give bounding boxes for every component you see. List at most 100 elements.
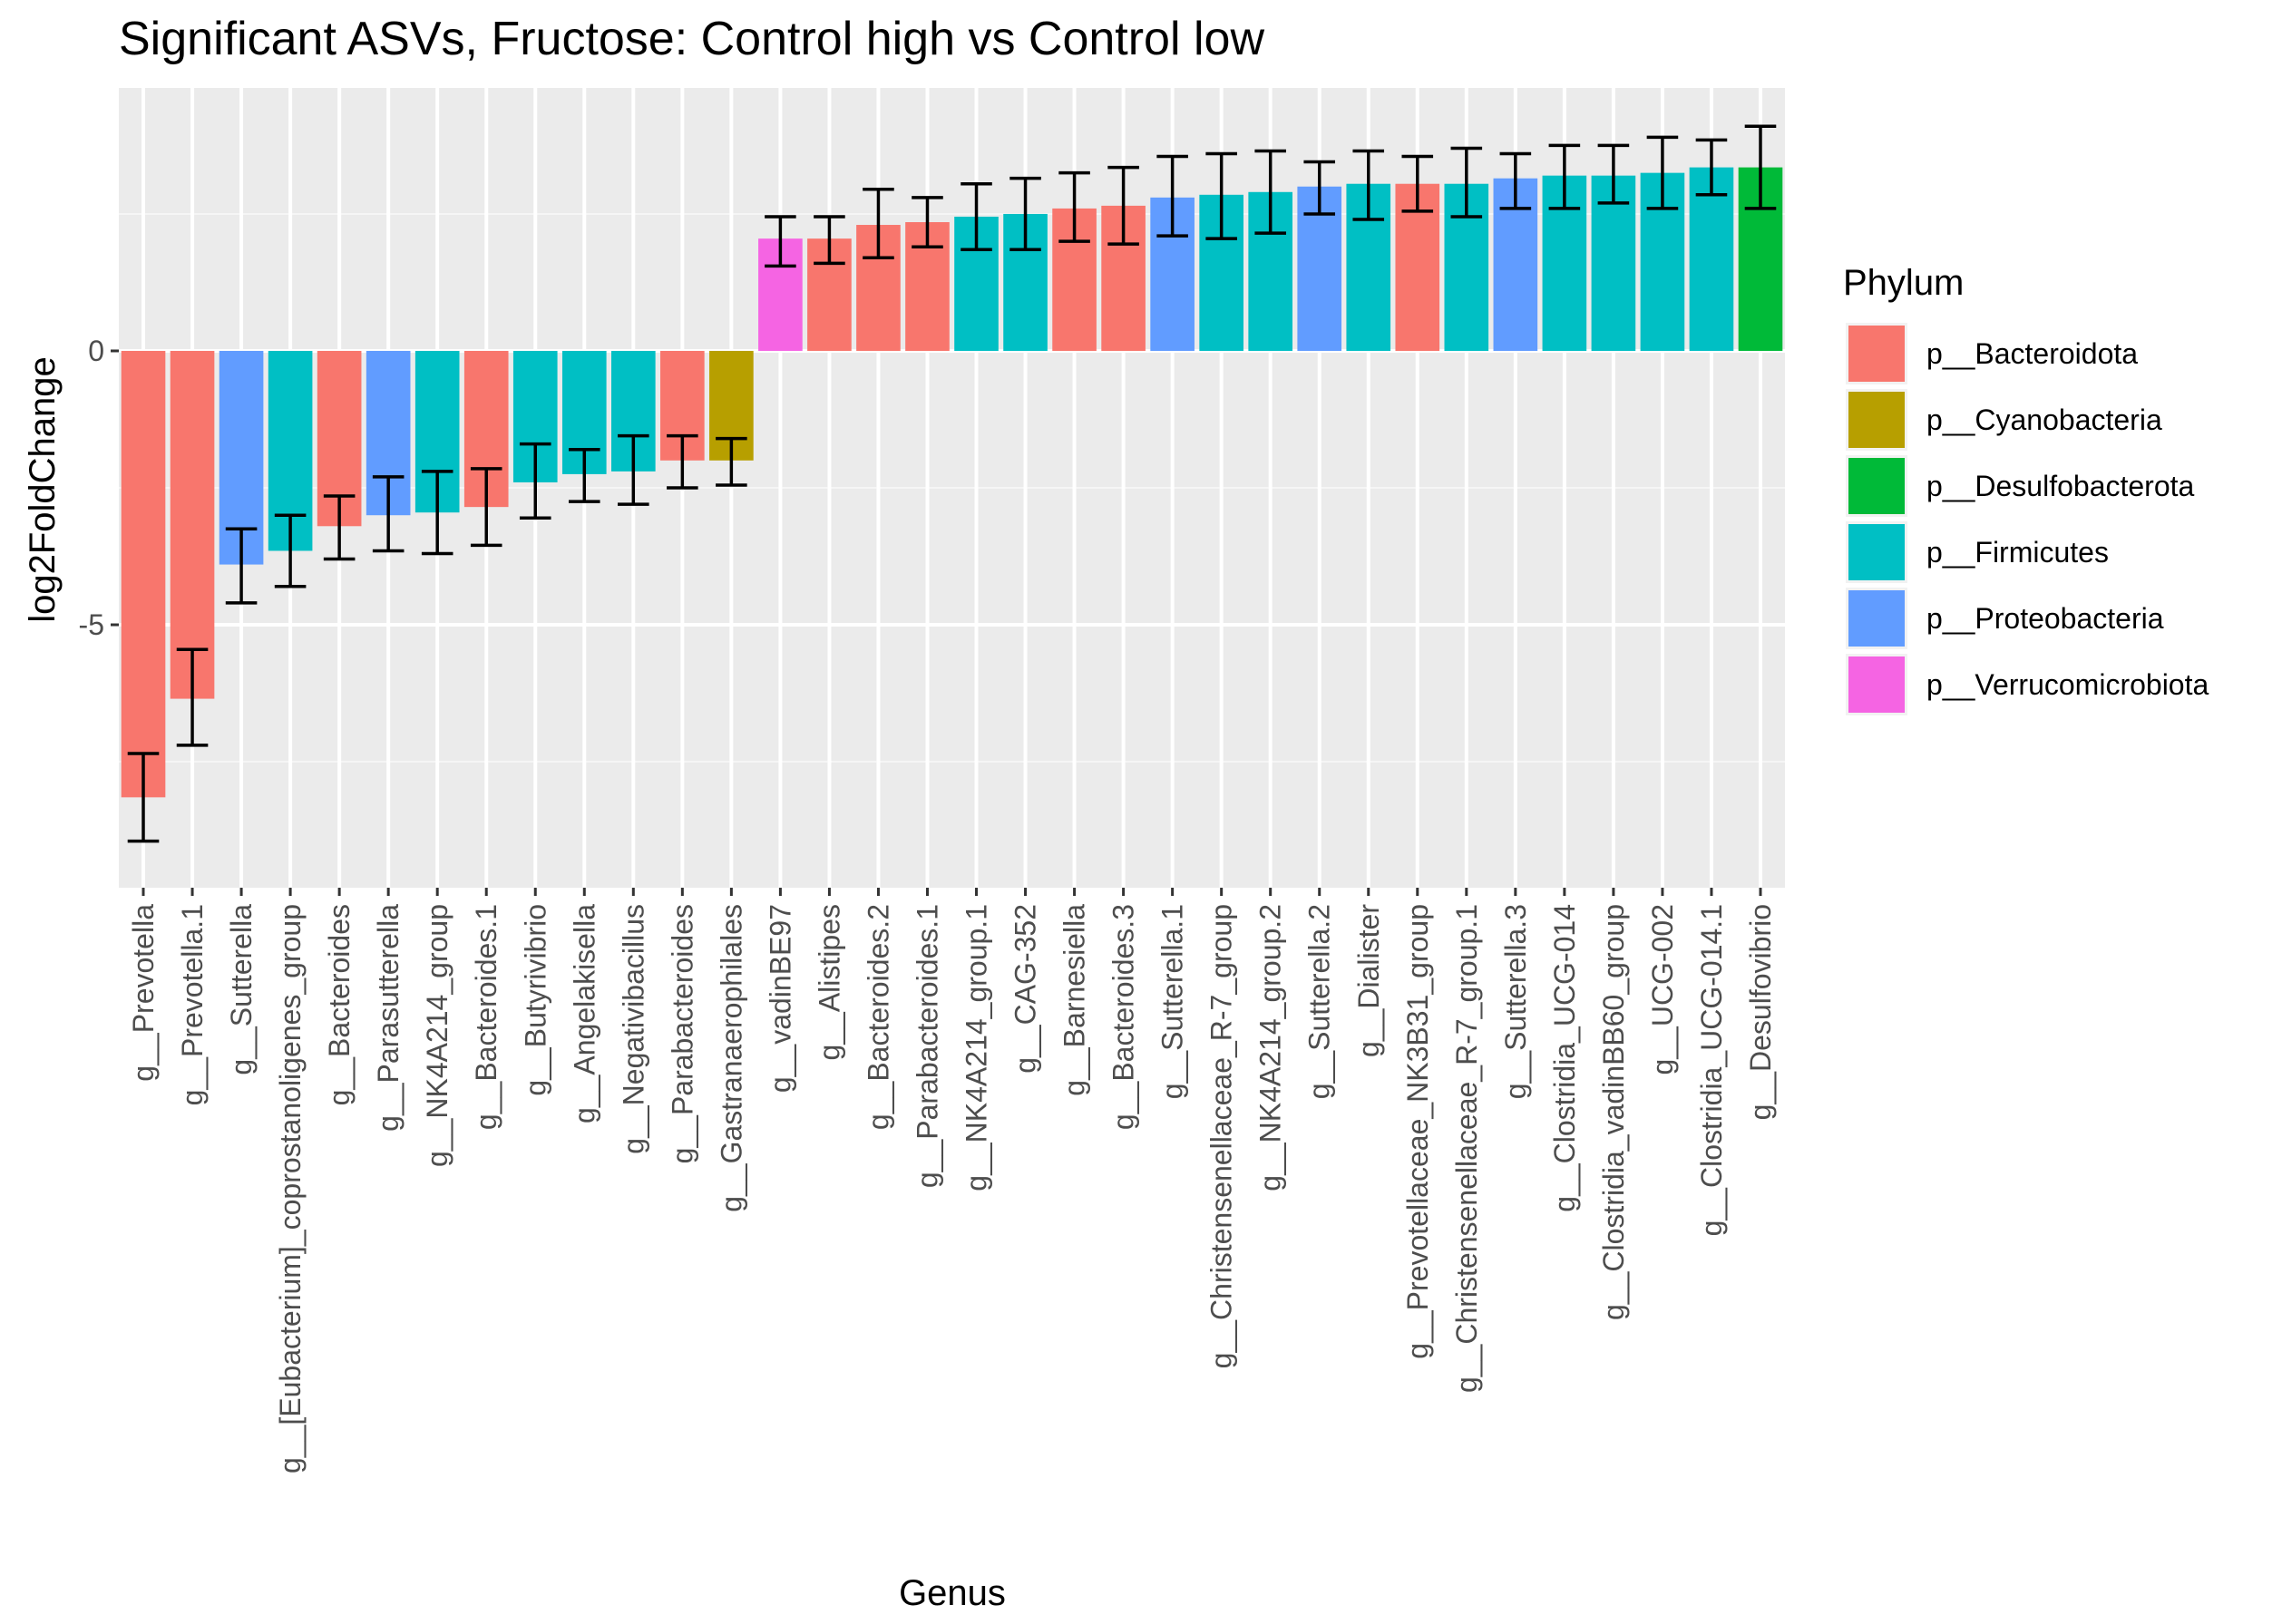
error-bar <box>323 494 356 561</box>
x-tick-label: g__Desulfovibrio <box>1744 904 1777 1120</box>
error-bar <box>863 188 894 260</box>
error-bar <box>1107 165 1139 246</box>
legend-swatch <box>1848 524 1905 580</box>
legend-item: p__Bacteroidota <box>1846 323 2138 384</box>
error-bar <box>1205 151 1237 240</box>
error-bar <box>1695 138 1728 197</box>
error-bar <box>814 215 845 266</box>
y-tick-label: 0 <box>88 335 104 367</box>
error-bar <box>470 467 502 548</box>
error-bar <box>568 447 600 503</box>
y-axis: 0 -5 <box>79 335 119 641</box>
x-tick-label: g__Sutterella.1 <box>1156 904 1189 1099</box>
legend-swatch <box>1848 392 1905 448</box>
error-bar <box>1450 146 1483 219</box>
error-bar <box>1646 135 1679 210</box>
x-tick-label: g__Gastranaerophilales <box>715 904 747 1212</box>
error-bar <box>1058 170 1090 243</box>
y-axis-title: log2FoldChange <box>23 356 63 623</box>
error-bar <box>1401 154 1434 213</box>
error-bar <box>1744 124 1777 210</box>
x-tick-label: g__Bacteroides.2 <box>862 904 894 1130</box>
error-bar <box>716 436 747 487</box>
error-bar <box>372 475 405 553</box>
legend-swatch <box>1848 458 1905 514</box>
legend-label: p__Proteobacteria <box>1926 602 2164 635</box>
error-bar <box>274 513 307 588</box>
error-bar <box>961 181 992 251</box>
error-bar <box>1254 149 1286 235</box>
legend-label: p__Bacteroidota <box>1926 337 2138 370</box>
x-tick-label: g__Negativibacillus <box>617 904 649 1154</box>
x-tick-label: g__Sutterella.2 <box>1303 904 1336 1099</box>
x-tick-label: g__Alistipes <box>813 904 845 1061</box>
error-bar <box>1548 143 1581 210</box>
x-tick-label: g__Sutterella.3 <box>1499 904 1532 1099</box>
x-tick-label: g__Butyrivibrio <box>519 904 551 1096</box>
x-tick-label: g__Angelakisella <box>568 904 600 1123</box>
legend: Phylum p__Bacteroidota p__Cyanobacteria p_… <box>1843 263 2209 715</box>
x-tick-label: g__Clostridia_vadinBB60_group <box>1597 904 1630 1320</box>
x-tick-label: g__Parasutterella <box>372 904 405 1132</box>
y-tick-label: -5 <box>79 608 104 641</box>
error-bar <box>127 752 160 843</box>
error-bar <box>421 470 453 556</box>
x-tick-label: g__Clostridia_UCG-014 <box>1548 904 1581 1212</box>
error-bar <box>1597 143 1630 205</box>
x-tick-label: g__Parabacteroides <box>666 904 698 1163</box>
x-tick-label: g__Bacteroides.3 <box>1107 904 1140 1130</box>
error-bar <box>176 647 209 747</box>
legend-label: p__Firmicutes <box>1926 536 2109 569</box>
error-bar <box>765 215 796 268</box>
legend-label: p__Verrucomicrobiota <box>1926 668 2209 701</box>
bar <box>1591 175 1636 351</box>
x-tick-label: g__Bacteroides <box>323 904 356 1105</box>
legend-item: p__Desulfobacterota <box>1846 455 2195 517</box>
error-bar <box>1499 151 1532 210</box>
legend-item: p__Proteobacteria <box>1846 588 2164 649</box>
error-bar <box>667 433 698 490</box>
x-tick-label: g__Parabacteroides.1 <box>911 904 943 1188</box>
legend-label: p__Cyanobacteria <box>1926 404 2162 436</box>
legend-swatch <box>1848 656 1905 713</box>
x-tick-label: g__NK4A214_group.1 <box>961 904 993 1191</box>
x-tick-label: g__[Eubacterium]_coprostanoligenes_group <box>274 904 307 1473</box>
error-bars <box>127 124 1777 843</box>
x-tick-label: g__Dialister <box>1352 904 1385 1057</box>
x-tick-label: g__Barnesiella <box>1058 904 1091 1096</box>
bar <box>121 350 166 798</box>
error-bar <box>618 433 649 506</box>
error-bar <box>1352 149 1385 221</box>
x-tick-label: g__NK4A214_group <box>421 904 453 1167</box>
x-tick-label: g__Clostridia_UCG-014.1 <box>1695 904 1728 1236</box>
x-axis-title: Genus <box>899 1573 1006 1613</box>
x-tick-label: g__Christensenellaceae_R-7_group <box>1205 904 1238 1368</box>
legend-item: p__Firmicutes <box>1846 521 2109 583</box>
chart-title: Significant ASVs, Fructose: Control high… <box>119 13 1264 65</box>
x-tick-label: g__Christensenellaceae_R-7_group.1 <box>1450 904 1483 1393</box>
x-tick-label: g__Prevotella.1 <box>176 904 209 1105</box>
error-bar <box>912 196 943 248</box>
legend-item: p__Cyanobacteria <box>1846 389 2162 451</box>
legend-swatch <box>1848 590 1905 647</box>
error-bar <box>225 527 258 605</box>
x-tick-label: g__Prevotella <box>127 904 160 1082</box>
x-tick-label: g__vadinBE97 <box>764 904 796 1093</box>
x-tick-label: g__Prevotellaceae_NK3B31_group <box>1401 904 1434 1359</box>
x-tick-label: g__Bacteroides.1 <box>470 904 502 1130</box>
error-bar <box>1009 176 1041 251</box>
x-tick-label: g__NK4A214_group.2 <box>1254 904 1287 1191</box>
error-bar <box>519 442 551 520</box>
error-bar <box>1303 160 1336 216</box>
legend-label: p__Desulfobacterota <box>1926 470 2195 502</box>
bar <box>170 350 215 699</box>
legend-swatch <box>1848 326 1905 382</box>
x-tick-label: g__UCG-002 <box>1646 904 1679 1075</box>
error-bar <box>1156 154 1188 238</box>
x-tick-label: g__CAG-352 <box>1009 904 1042 1074</box>
x-axis: g__Prevotella g__Prevotella.1 g__Sutterell… <box>127 888 1777 1473</box>
bar <box>1689 167 1734 351</box>
x-tick-label: g__Sutterella <box>225 904 258 1075</box>
legend-title: Phylum <box>1843 263 1964 303</box>
